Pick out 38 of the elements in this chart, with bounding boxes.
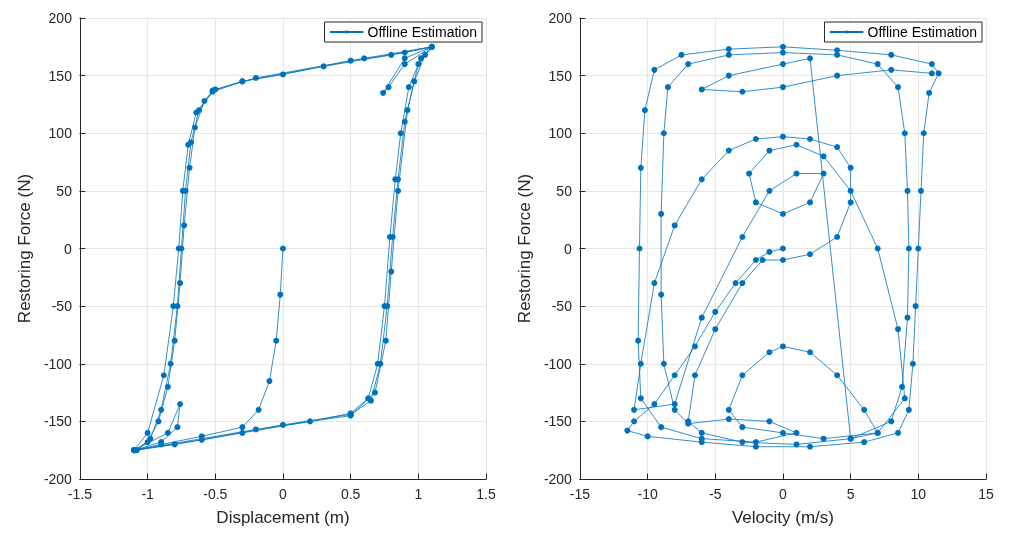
- y-tick-label: 50: [556, 182, 573, 199]
- y-tick-label: 50: [56, 182, 73, 199]
- x-tick-label: 15: [978, 486, 994, 502]
- legend-label: Offline Estimation: [867, 24, 978, 40]
- y-tick-label: 150: [48, 67, 73, 84]
- x-tick-label: 1: [414, 486, 423, 502]
- x-tick-label: -1.5: [67, 486, 93, 502]
- y-axis-title: Restoring Force (N): [515, 173, 534, 324]
- x-tick-label: -10: [637, 486, 658, 502]
- y-axis-title: Restoring Force (N): [15, 173, 34, 324]
- y-tick-label: -200: [43, 471, 73, 487]
- y-tick-label: 0: [64, 240, 73, 257]
- x-tick-label: 0: [279, 486, 288, 502]
- x-axis-title: Displacement (m): [216, 508, 350, 527]
- x-tick-label: 5: [846, 486, 855, 502]
- y-tick-label: 200: [548, 10, 573, 26]
- y-tick-label: -100: [43, 355, 73, 372]
- y-tick-label: -200: [543, 471, 573, 487]
- y-tick-label: -150: [43, 413, 73, 430]
- x-tick-label: 0: [779, 486, 788, 502]
- y-tick-label: -50: [551, 298, 573, 315]
- x-tick-label: -15: [569, 486, 591, 502]
- x-tick-label: 1.5: [476, 486, 496, 502]
- x-axis-title: Velocity (m/s): [731, 508, 834, 527]
- x-tick-label: 10: [910, 486, 927, 502]
- legend-label: Offline Estimation: [367, 24, 478, 40]
- y-tick-label: -100: [543, 355, 573, 372]
- y-tick-label: 0: [564, 240, 573, 257]
- x-tick-label: -1: [141, 486, 155, 502]
- y-tick-label: 100: [548, 125, 573, 142]
- x-tick-label: -5: [709, 486, 722, 502]
- y-tick-label: -150: [543, 413, 573, 430]
- y-tick-label: 150: [548, 67, 573, 84]
- y-tick-label: -50: [51, 298, 73, 315]
- x-tick-label: 0.5: [340, 486, 361, 502]
- x-tick-label: -0.5: [203, 486, 228, 502]
- y-tick-label: 200: [48, 10, 73, 26]
- y-tick-label: 100: [48, 125, 73, 142]
